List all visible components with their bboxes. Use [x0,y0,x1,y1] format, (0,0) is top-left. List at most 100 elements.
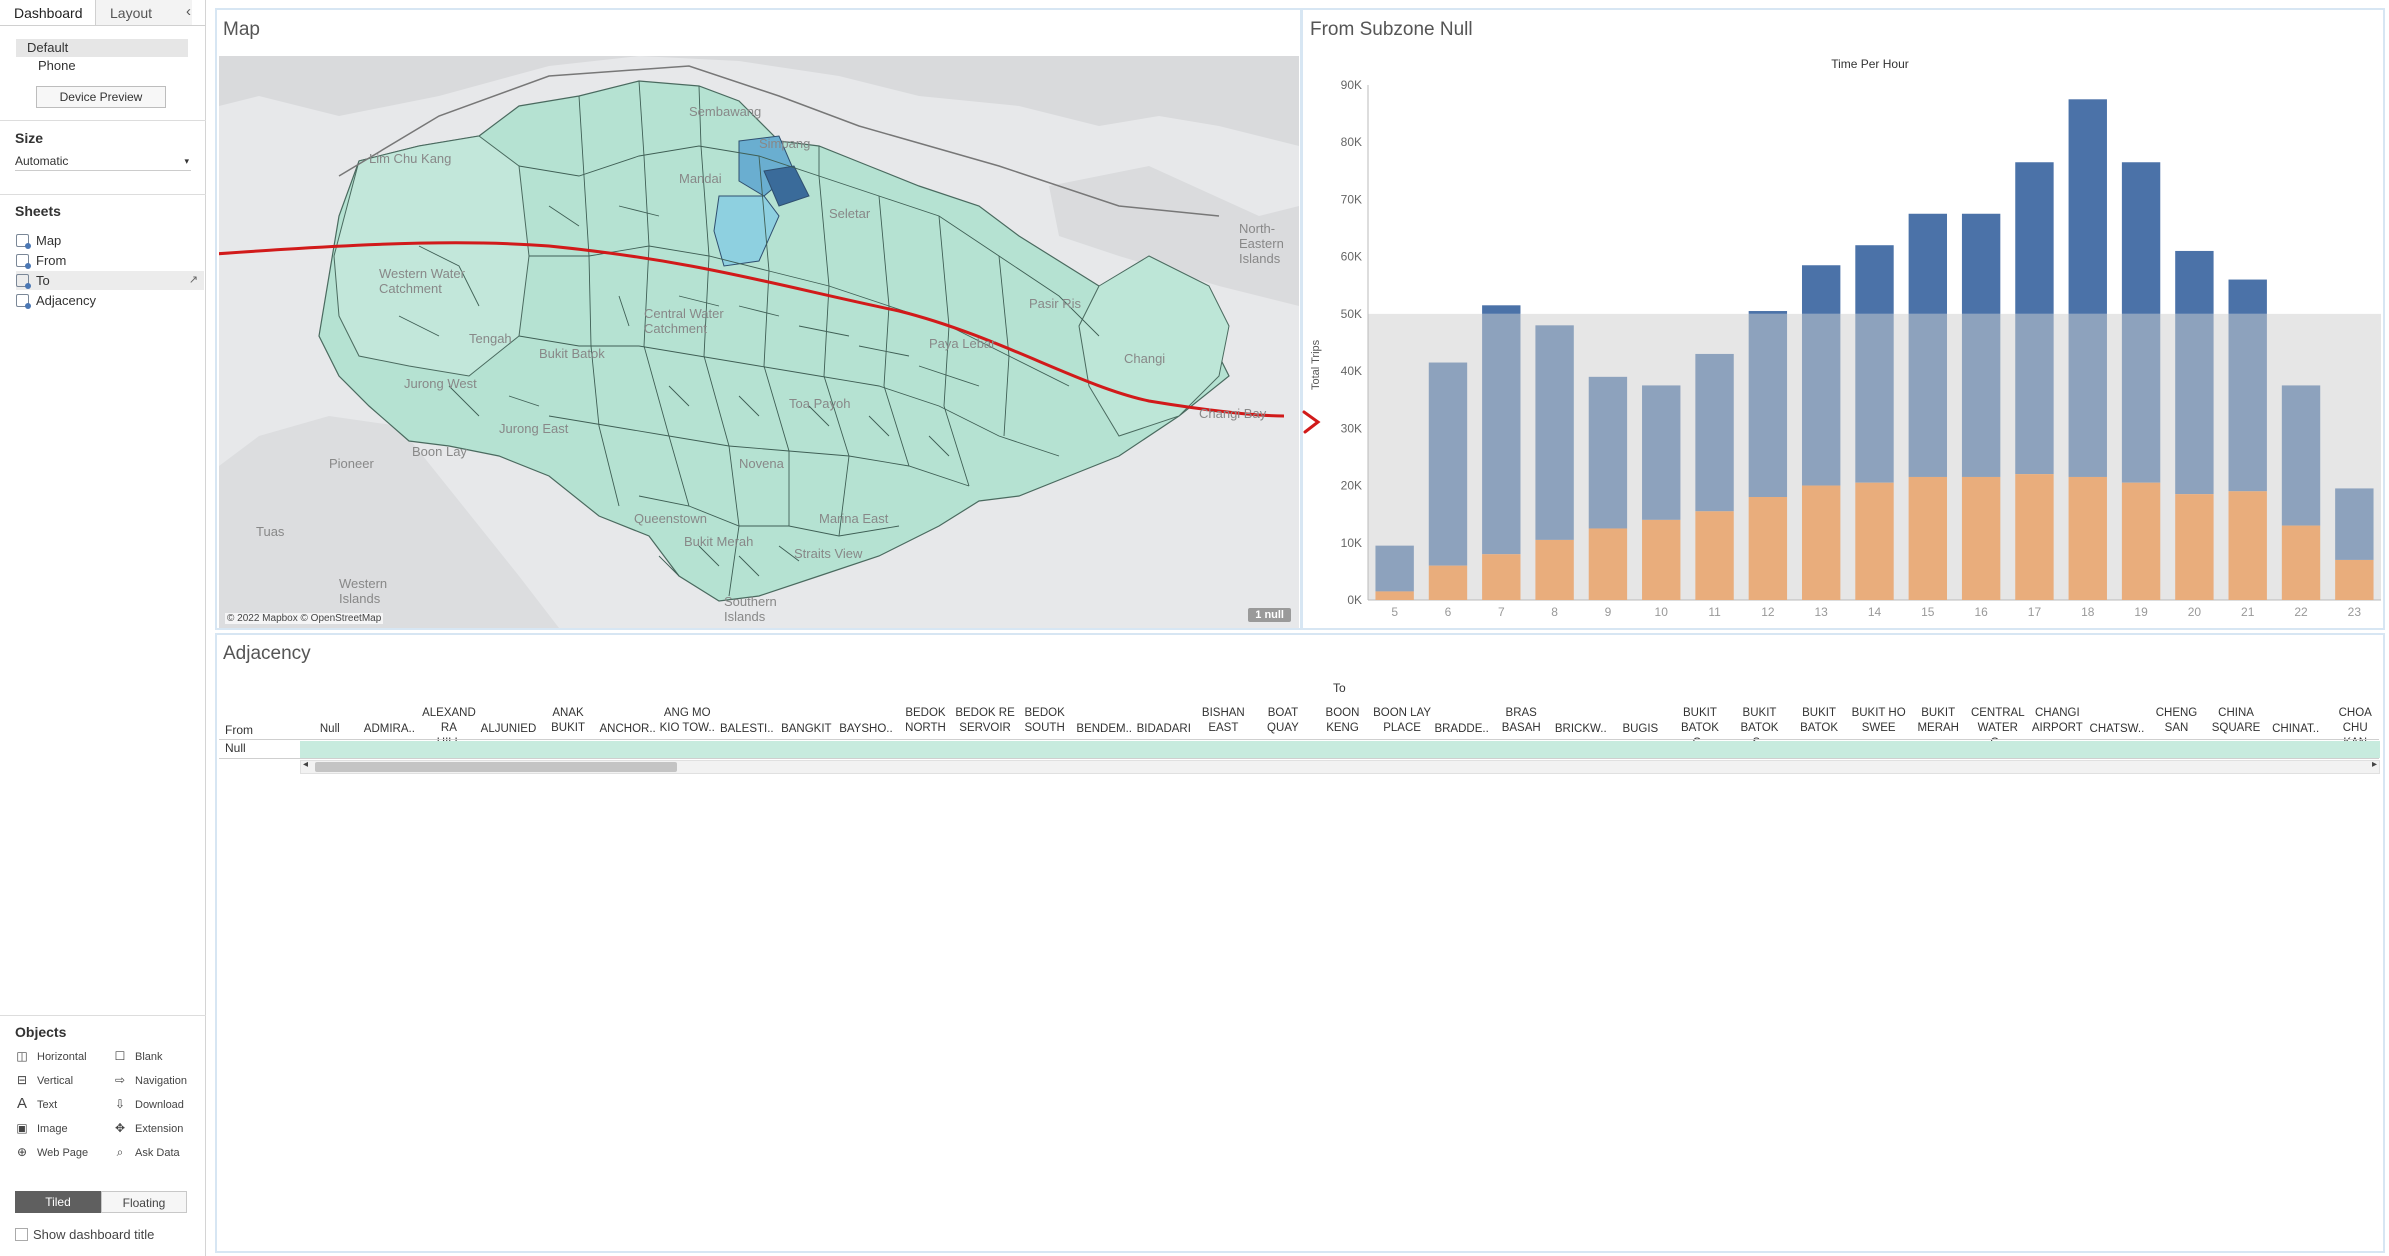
map-label: Straits View [794,546,863,561]
null-indicator-badge[interactable]: 1 null [1248,608,1291,622]
tab-dashboard[interactable]: Dashboard [0,0,96,25]
map-label: Marina East [819,511,889,526]
adjacency-row-cells[interactable] [300,741,2380,758]
adjacency-column-header[interactable]: BUKIT MERAH [1917,707,1959,734]
web-page-icon: ⊕ [16,1145,28,1159]
adjacency-column-header[interactable]: BAYSHO.. [839,723,893,735]
y-tick-label: 70K [1341,192,1362,206]
object-image[interactable]: ▣ Image [14,1119,67,1137]
adjacency-column-header[interactable]: BUGIS [1622,723,1659,735]
collapse-panel-icon[interactable]: ‹ [186,3,191,20]
adjacency-column-header[interactable]: BEDOK RE SERVOIR [955,707,1015,734]
sheet-adjacency[interactable]: Adjacency [16,291,204,310]
x-tick-label: 11 [1708,605,1721,619]
adjacency-column-header[interactable]: BUKIT BATOKC.. [1680,707,1719,749]
tab-layout[interactable]: Layout [96,0,192,25]
device-default[interactable]: Default [16,39,188,57]
checkbox-label: Show dashboard title [33,1227,155,1242]
object-ask-data[interactable]: ⌕ Ask Data [112,1143,180,1161]
x-tick-label: 7 [1498,605,1505,619]
scrollbar-thumb[interactable] [315,762,677,772]
scroll-right-icon[interactable]: ▸ [2371,759,2377,770]
object-web-page[interactable]: ⊕ Web Page [14,1143,88,1161]
bar-segment-lower [2228,491,2267,600]
object-blank[interactable]: ☐ Blank [112,1047,163,1065]
device-phone[interactable]: Phone [38,58,76,73]
y-tick-label: 20K [1341,479,1362,493]
bar-segment-upper [2121,162,2161,314]
map-label: Pioneer [329,456,374,471]
scroll-left-icon[interactable]: ◂ [303,759,309,770]
device-preview-button[interactable]: Device Preview [36,86,166,108]
adjacency-column-header[interactable]: CHENG SAN [2155,707,2198,734]
adjacency-column-header[interactable]: Null [319,723,340,735]
x-tick-label: 19 [2134,605,2148,619]
navigation-icon: ⇨ [114,1073,126,1087]
highlight-subzone-dark[interactable] [763,165,810,207]
object-extension[interactable]: ✥ Extension [112,1119,183,1137]
divider [0,194,206,195]
adjacency-column-header[interactable]: ANG MO KIO TOW.. [659,707,715,734]
bar-segment-upper [1855,245,1894,314]
object-label: Blank [135,1051,163,1063]
adjacency-column-header[interactable]: CHATSW.. [2089,723,2145,735]
highlight-subzone-light[interactable] [713,195,780,267]
header-divider [219,739,2379,740]
adjacency-panel [215,633,2385,1253]
map-title: Map [223,19,260,40]
object-vertical[interactable]: ⊟ Vertical [14,1071,73,1089]
adjacency-column-header[interactable]: BUKIT HO SWEE [1851,707,1906,734]
adjacency-column-header[interactable]: ADMIRA.. [363,723,415,735]
adjacency-column-header[interactable]: BENDEM.. [1076,723,1132,735]
adjacency-column-header[interactable]: BRADDE.. [1434,723,1489,735]
sheet-map[interactable]: Map [16,231,204,250]
adjacency-column-header[interactable]: CHANGI AIRPORT [2031,707,2083,734]
adjacency-column-header[interactable]: ANCHOR.. [599,723,656,735]
horizontal-scrollbar[interactable]: ◂ ▸ [300,759,2380,774]
singapore-island[interactable] [318,80,1230,602]
bar-segment-upper [1748,311,1788,314]
sheet-label: Map [36,233,62,248]
x-tick-label: 6 [1445,605,1452,619]
adjacency-column-header[interactable]: BIDADARI [1136,723,1191,735]
size-select[interactable]: Automatic ▾ [15,151,191,171]
adjacency-column-header[interactable]: BRAS BASAH [1501,707,1541,734]
bar-chart[interactable]: 0K 10K 20K 30K 40K 50K 60K 70K 80K 90K 5 6 7 8 9 10 11 12… [1301,70,2385,630]
map-canvas[interactable]: Lim Chu Kang Sembawang Simpang Mandai Se… [219,56,1299,628]
y-tick-label: 80K [1341,135,1362,149]
object-download[interactable]: ⇩ Download [112,1095,184,1113]
sheet-to[interactable]: To ↗ [16,271,204,290]
map-label: Jurong East [499,421,569,436]
bar-segment-lower [1482,554,1521,600]
sheet-from[interactable]: From [16,251,204,270]
map-label: Western Islands [339,576,388,606]
adjacency-column-header[interactable]: BOAT QUAY [1267,707,1299,734]
adjacency-column-header[interactable]: ALJUNIED [480,723,537,735]
map-label: Tuas [256,524,285,539]
adjacency-column-header[interactable]: CHINA SQUARE [2211,707,2261,734]
adjacency-column-header[interactable]: BEDOK SOUTH [1024,707,1065,734]
western-water-catchment[interactable] [333,135,530,377]
adjacency-column-header[interactable]: BOON LAY PLACE [1373,707,1432,734]
adjacency-column-header[interactable]: BRICKW.. [1554,723,1607,735]
show-dashboard-title-checkbox[interactable]: Show dashboard title [15,1226,154,1244]
open-external-icon[interactable]: ↗ [188,274,198,286]
adjacency-column-header[interactable]: BANGKIT [781,723,832,735]
object-text[interactable]: A Text [14,1095,57,1113]
floating-toggle[interactable]: Floating [101,1191,187,1213]
map-svg[interactable] [219,56,1299,628]
object-label: Navigation [135,1075,187,1087]
adjacency-column-header[interactable]: BISHAN EAST [1201,707,1245,734]
x-tick-label: 17 [2028,605,2042,619]
adjacency-column-header[interactable]: BOON KENG [1325,707,1360,734]
map-attribution[interactable]: © 2022 Mapbox © OpenStreetMap [225,613,384,624]
adjacency-column-header[interactable]: BALESTI.. [719,723,774,735]
adjacency-column-header[interactable]: BEDOK NORTH [905,707,946,734]
x-tick-label: 20 [2188,605,2202,619]
adjacency-column-header[interactable]: ANAK BUKIT [551,707,585,734]
bar-segment-upper [1801,265,1841,314]
adjacency-column-header[interactable]: CHINAT.. [2272,723,2320,735]
object-horizontal[interactable]: ◫ Horizontal [14,1047,86,1065]
object-navigation[interactable]: ⇨ Navigation [112,1071,187,1089]
tiled-toggle[interactable]: Tiled [15,1191,101,1213]
